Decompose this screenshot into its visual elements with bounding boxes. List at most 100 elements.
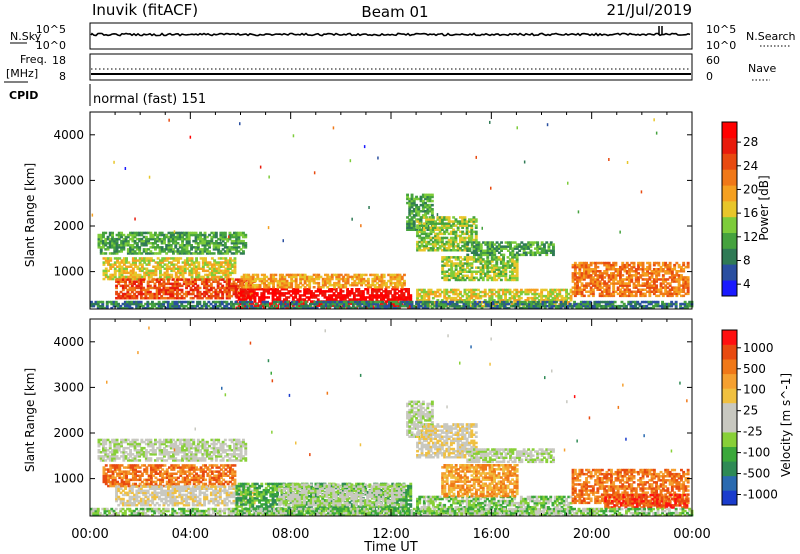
heatmap-cell (522, 243, 526, 246)
heatmap-cell (585, 261, 588, 265)
heatmap-cell (271, 298, 275, 301)
heatmap-cell (504, 276, 508, 280)
heatmap-cell (472, 276, 476, 280)
heatmap-cell (360, 302, 364, 306)
heatmap-cell (160, 233, 164, 237)
heatmap-cell (461, 232, 465, 236)
heatmap-cell (436, 247, 440, 250)
heatmap-cell (426, 195, 430, 199)
heatmap-cell (272, 275, 275, 279)
heatmap-cell (459, 278, 463, 282)
heatmap-cell (677, 265, 681, 269)
heatmap-cell (488, 290, 492, 294)
heatmap-cell (465, 230, 469, 234)
heatmap-cell (454, 288, 458, 292)
heatmap-cell (444, 300, 448, 304)
heatmap-cell (131, 259, 135, 262)
heatmap-cell (564, 302, 567, 306)
heatmap-cell (287, 292, 291, 295)
heatmap-cell (295, 300, 299, 304)
heatmap-cell (610, 272, 613, 275)
heatmap-cell (125, 275, 128, 279)
heatmap-cell (686, 284, 690, 287)
heatmap-cell (580, 288, 584, 291)
heatmap-cell (558, 294, 562, 298)
heatmap-cell (488, 262, 492, 265)
heatmap-cell (151, 237, 155, 241)
heatmap-cell (443, 218, 447, 221)
heatmap-cell (173, 306, 177, 310)
heatmap-cell (389, 283, 393, 287)
heatmap-cell (559, 304, 563, 308)
heatmap-cell (276, 281, 280, 285)
heatmap-cell (410, 226, 414, 229)
heatmap-cell (168, 261, 171, 264)
heatmap-cell (278, 294, 282, 297)
heatmap-cell (143, 273, 147, 277)
heatmap-cell (468, 256, 472, 259)
heatmap-cell (407, 306, 410, 309)
heatmap-cell (183, 263, 187, 266)
heatmap-cell (490, 288, 494, 292)
heatmap-cell (209, 294, 213, 298)
heatmap-cell (291, 292, 295, 295)
heatmap-cell (178, 237, 182, 241)
heatmap-cell (130, 290, 134, 294)
heatmap-cell (680, 270, 683, 273)
heatmap-cell (120, 231, 123, 235)
heatmap-cell (120, 259, 124, 262)
heatmap-cell (307, 296, 311, 299)
heatmap-cell (351, 277, 354, 281)
heatmap-cell (426, 205, 430, 209)
heatmap-cell (94, 300, 98, 304)
heatmap-cell (641, 261, 645, 265)
heatmap-cell (607, 288, 611, 291)
heatmap-cell (142, 280, 146, 283)
heatmap-cell (210, 263, 214, 266)
heatmap-cell (158, 290, 161, 294)
heatmap-cell (541, 300, 545, 304)
heatmap-cell (217, 257, 221, 260)
heatmap-cell (292, 279, 296, 283)
heatmap-cell (212, 242, 216, 245)
heatmap-cell (364, 296, 368, 299)
heatmap-cell (172, 259, 176, 262)
heatmap-cell (600, 272, 604, 275)
heatmap-cell (197, 273, 201, 277)
heatmap-cell (440, 220, 444, 223)
heatmap-cell (686, 265, 690, 269)
heatmap-cell (463, 236, 467, 240)
heatmap-cell (684, 265, 688, 269)
heatmap-cell (253, 300, 257, 303)
heatmap-cell (416, 247, 419, 250)
heatmap-cell (247, 283, 251, 287)
heatmap-cell (158, 296, 161, 300)
heatmap-cell (366, 279, 370, 283)
heatmap-cell (315, 275, 318, 279)
heatmap-cell (587, 294, 591, 298)
heatmap-cell (251, 294, 255, 297)
heatmap-cell (434, 228, 437, 231)
heatmap-cell (107, 275, 110, 279)
heatmap-cell (605, 270, 609, 273)
heatmap-cell (467, 300, 470, 304)
heatmap-cell (558, 288, 562, 292)
heatmap-cell (625, 290, 629, 293)
heatmap-cell (138, 233, 142, 237)
heatmap-cell (607, 284, 611, 287)
heatmap-cell (401, 304, 405, 308)
heatmap-cell (589, 290, 593, 293)
heatmap-cell (491, 249, 494, 252)
heatmap-cell (525, 304, 529, 308)
heatmap-cell (639, 274, 643, 277)
heatmap-cell (449, 299, 453, 302)
heatmap-cell (109, 265, 113, 268)
heatmap-cell (523, 306, 527, 310)
heatmap-cell (169, 282, 173, 286)
heatmap-cell (424, 212, 427, 215)
heatmap-cell (278, 292, 282, 295)
heatmap-cell (416, 249, 419, 252)
heatmap-cell (313, 302, 317, 306)
heatmap-cell (452, 256, 456, 259)
heatmap-cell (637, 268, 640, 271)
